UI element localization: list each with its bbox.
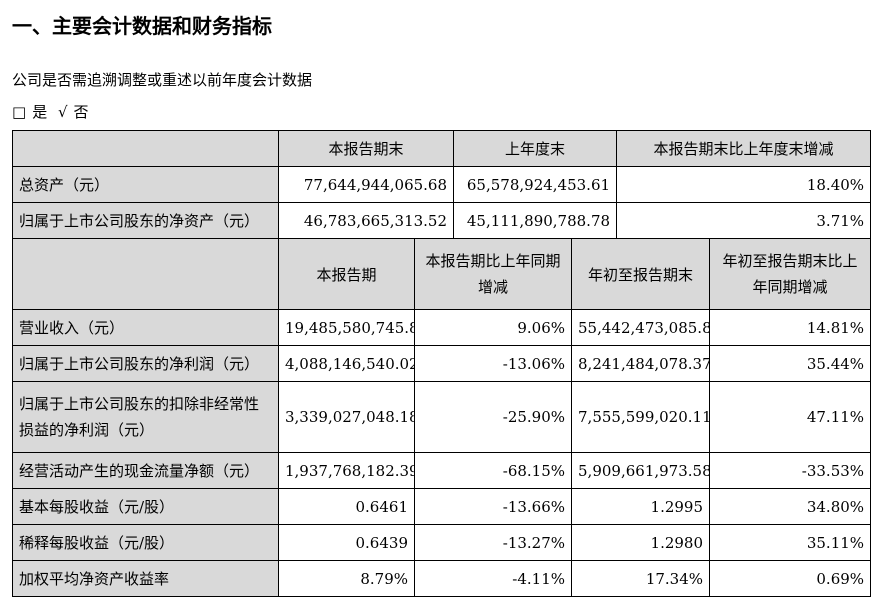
cell-value: 46,783,665,313.52 bbox=[277, 202, 455, 239]
table1-header-row: 本报告期末 上年度末 本报告期末比上年度末增减 bbox=[12, 130, 872, 167]
cell-value: -13.06% bbox=[413, 345, 573, 382]
row-label: 经营活动产生的现金流量净额（元） bbox=[12, 452, 279, 489]
check-mark-icon: √ bbox=[57, 103, 68, 121]
cell-value: 0.69% bbox=[709, 560, 872, 597]
cell-value: 8,241,484,078.37 bbox=[571, 345, 711, 382]
cell-value: 4,088,146,540.02 bbox=[278, 345, 415, 382]
restatement-question: 公司是否需追溯调整或重述以前年度会计数据 bbox=[12, 71, 313, 89]
header-prior-year-end: 上年度末 bbox=[453, 130, 618, 167]
row-label: 总资产（元） bbox=[12, 166, 279, 203]
table-row: 总资产（元） 77,644,944,065.68 65,578,924,453.… bbox=[12, 166, 872, 203]
empty-header-cell bbox=[12, 130, 279, 167]
cell-value: 3,339,027,048.18 bbox=[278, 381, 415, 453]
cell-value: 8.79% bbox=[278, 560, 415, 597]
cell-value: 7,555,599,020.11 bbox=[571, 381, 711, 453]
row-label: 加权平均净资产收益率 bbox=[12, 560, 279, 597]
cell-value: 35.44% bbox=[709, 345, 872, 382]
restatement-answer: □ 是 √ 否 bbox=[12, 100, 95, 124]
cell-value: 77,644,944,065.68 bbox=[277, 166, 455, 203]
cell-value: 14.81% bbox=[709, 309, 872, 346]
header-period-end: 本报告期末 bbox=[277, 130, 455, 167]
table-row: 归属于上市公司股东的净利润（元） 4,088,146,540.02 -13.06… bbox=[12, 345, 872, 382]
table-row: 经营活动产生的现金流量净额（元） 1,937,768,182.39 -68.15… bbox=[12, 452, 872, 489]
cell-value: 19,485,580,745.80 bbox=[278, 309, 415, 346]
cell-value: 0.6439 bbox=[278, 524, 415, 561]
table-row: 加权平均净资产收益率 8.79% -4.11% 17.34% 0.69% bbox=[12, 560, 872, 597]
cell-value: 35.11% bbox=[709, 524, 872, 561]
cell-value: -25.90% bbox=[413, 381, 573, 453]
cell-value: -13.66% bbox=[413, 488, 573, 525]
row-label: 归属于上市公司股东的扣除非经常性损益的净利润（元） bbox=[12, 381, 279, 453]
cell-value: 17.34% bbox=[571, 560, 711, 597]
cell-value: -13.27% bbox=[413, 524, 573, 561]
cell-value: 47.11% bbox=[709, 381, 872, 453]
row-label: 营业收入（元） bbox=[12, 309, 279, 346]
cell-value: 1.2995 bbox=[571, 488, 711, 525]
cell-value: 9.06% bbox=[413, 309, 573, 346]
option-no-label: 否 bbox=[73, 103, 89, 121]
cell-value: 3.71% bbox=[616, 202, 872, 239]
header-current-period-yoy: 本报告期比上年同期增减 bbox=[413, 238, 573, 310]
cell-value: 5,909,661,973.58 bbox=[571, 452, 711, 489]
cell-value: 18.40% bbox=[616, 166, 872, 203]
table-row: 稀释每股收益（元/股） 0.6439 -13.27% 1.2980 35.11% bbox=[12, 524, 872, 561]
cell-value: 55,442,473,085.86 bbox=[571, 309, 711, 346]
cell-value: 0.6461 bbox=[278, 488, 415, 525]
header-change: 本报告期末比上年度末增减 bbox=[616, 130, 872, 167]
table-row: 归属于上市公司股东的净资产（元） 46,783,665,313.52 45,11… bbox=[12, 202, 872, 239]
header-ytd: 年初至报告期末 bbox=[571, 238, 711, 310]
cell-value: 34.80% bbox=[709, 488, 872, 525]
cell-value: 45,111,890,788.78 bbox=[453, 202, 618, 239]
table2-header-row: 本报告期 本报告期比上年同期增减 年初至报告期末 年初至报告期末比上年同期增减 bbox=[12, 238, 872, 310]
cell-value: -68.15% bbox=[413, 452, 573, 489]
header-ytd-yoy: 年初至报告期末比上年同期增减 bbox=[709, 238, 872, 310]
cell-value: -4.11% bbox=[413, 560, 573, 597]
table-row: 归属于上市公司股东的扣除非经常性损益的净利润（元） 3,339,027,048.… bbox=[12, 381, 872, 453]
table-row: 营业收入（元） 19,485,580,745.80 9.06% 55,442,4… bbox=[12, 309, 872, 346]
checkbox-yes[interactable]: □ bbox=[12, 103, 27, 121]
cell-value: 1.2980 bbox=[571, 524, 711, 561]
header-current-period: 本报告期 bbox=[278, 238, 415, 310]
table-row: 基本每股收益（元/股） 0.6461 -13.66% 1.2995 34.80% bbox=[12, 488, 872, 525]
cell-value: 1,937,768,182.39 bbox=[278, 452, 415, 489]
empty-header-cell bbox=[12, 238, 279, 310]
section-title: 一、主要会计数据和财务指标 bbox=[12, 14, 272, 38]
cell-value: -33.53% bbox=[709, 452, 872, 489]
row-label: 基本每股收益（元/股） bbox=[12, 488, 279, 525]
cell-value: 65,578,924,453.61 bbox=[453, 166, 618, 203]
option-yes-label: 是 bbox=[32, 103, 48, 121]
row-label: 归属于上市公司股东的净资产（元） bbox=[12, 202, 279, 239]
row-label: 稀释每股收益（元/股） bbox=[12, 524, 279, 561]
financial-indicators-table: 本报告期末 上年度末 本报告期末比上年度末增减 总资产（元） 77,644,94… bbox=[12, 130, 872, 597]
row-label: 归属于上市公司股东的净利润（元） bbox=[12, 345, 279, 382]
